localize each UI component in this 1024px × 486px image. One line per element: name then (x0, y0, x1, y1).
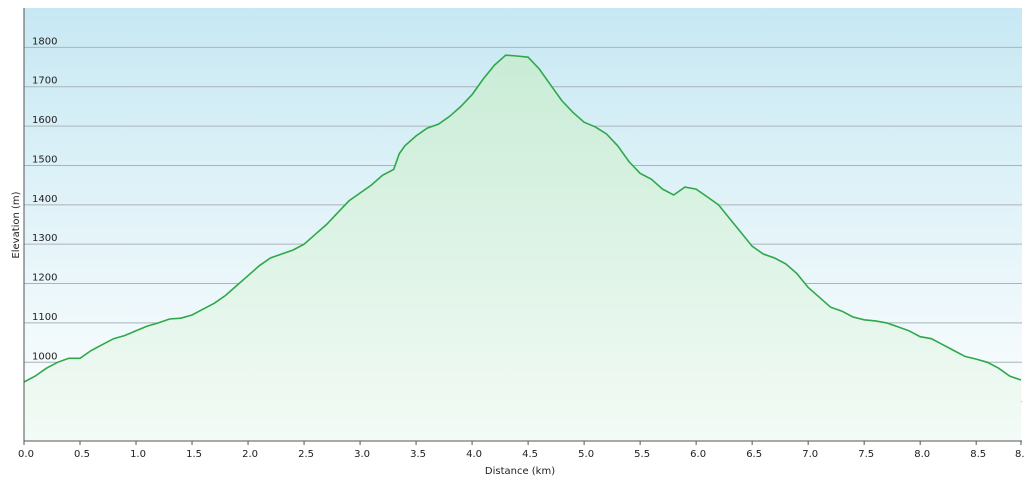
x-tick-label: 4.5 (522, 449, 538, 460)
elevation-line (23, 54, 1022, 383)
y-tick-label: 1100 (32, 312, 57, 323)
y-tick-label: 1700 (32, 76, 57, 87)
x-tick-label: 8.9 (1015, 449, 1024, 460)
x-tick-label: 6.5 (746, 449, 762, 460)
y-tick-label: 1000 (32, 351, 57, 362)
x-tick-label: 4.0 (466, 449, 482, 460)
x-tick-label: 1.0 (130, 449, 146, 460)
x-tick-label: 8.0 (914, 449, 930, 460)
x-tick-label: 6.0 (690, 449, 706, 460)
x-tick-label: 1.5 (186, 449, 202, 460)
x-tick-label: 2.0 (242, 449, 258, 460)
x-tick-label: 2.5 (298, 449, 314, 460)
area-fill (24, 55, 1021, 441)
x-tick-label: 3.5 (410, 449, 426, 460)
x-tick-label: 0.0 (18, 449, 34, 460)
x-tick-label: 5.5 (634, 449, 650, 460)
x-tick-label: 5.0 (578, 449, 594, 460)
y-tick-label: 1400 (32, 194, 57, 205)
x-tick-label: 7.0 (802, 449, 818, 460)
x-tick-label: 7.5 (858, 449, 874, 460)
x-tick-label: 0.5 (74, 449, 90, 460)
y-tick-label: 1300 (32, 233, 57, 244)
y-tick-label: 1500 (32, 154, 57, 165)
y-tick-label: 1600 (32, 115, 57, 126)
x-axis-title: Distance (km) (485, 466, 555, 477)
x-tick-label: 3.0 (354, 449, 370, 460)
y-tick-label: 1200 (32, 273, 57, 284)
x-tick-label: 8.5 (970, 449, 986, 460)
y-tick-label: 1800 (32, 36, 57, 47)
y-axis-title: Elevation (m) (11, 191, 22, 258)
